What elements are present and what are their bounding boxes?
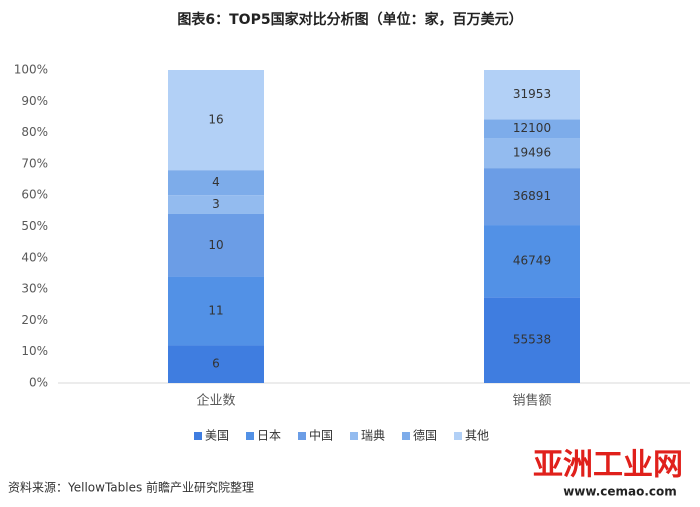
data-label: 16 — [208, 113, 223, 127]
data-label: 36891 — [513, 189, 551, 203]
data-label: 6 — [212, 357, 220, 371]
bar-segment — [484, 168, 580, 226]
logo: 亚洲工业网 — [533, 448, 683, 483]
bar-segment — [168, 170, 264, 196]
bar-segment — [168, 345, 264, 383]
y-tick-label: 50% — [21, 219, 48, 233]
legend-swatch — [246, 432, 254, 440]
source: 资料来源：YellowTables 前瞻产业研究院整理 — [8, 480, 254, 495]
bar-segment — [168, 195, 264, 214]
y-tick-label: 70% — [21, 156, 48, 170]
legend-label: 德国 — [413, 428, 437, 443]
legend-label: 中国 — [309, 428, 333, 443]
legend-label: 瑞典 — [361, 429, 385, 443]
legend-swatch — [194, 432, 202, 440]
legend-label: 其他 — [465, 429, 489, 443]
legend-swatch — [454, 432, 462, 440]
y-tick-label: 80% — [21, 125, 48, 139]
bar-segment — [484, 225, 580, 298]
data-label: 19496 — [513, 146, 551, 160]
data-label: 4 — [212, 175, 220, 189]
data-label: 10 — [208, 238, 223, 252]
y-tick-label: 100% — [14, 63, 48, 77]
data-label: 46749 — [513, 254, 551, 268]
bar-segment — [484, 119, 580, 139]
bar-segment — [484, 138, 580, 169]
legend-swatch — [350, 432, 358, 440]
bar-segment — [168, 213, 264, 277]
bar-segment — [168, 276, 264, 346]
legend-label: 日本 — [257, 429, 281, 443]
y-tick-label: 30% — [21, 282, 48, 296]
y-tick-label: 10% — [21, 344, 48, 358]
bar-segment — [484, 70, 580, 120]
x-tick-label: 销售额 — [512, 393, 551, 409]
data-label: 12100 — [513, 121, 551, 135]
data-label: 11 — [208, 304, 223, 318]
bar-segment — [484, 297, 580, 383]
logo-url: www.cemao.com — [563, 485, 677, 499]
y-tick-label: 20% — [21, 313, 48, 327]
data-label: 3 — [212, 197, 220, 211]
legend-label: 美国 — [205, 429, 229, 443]
legend-swatch — [402, 432, 410, 440]
y-tick-label: 0% — [29, 376, 48, 390]
data-label: 55538 — [513, 333, 551, 347]
bar-segment — [168, 70, 264, 171]
x-tick-label: 企业数 — [196, 393, 235, 409]
legend-swatch — [298, 432, 306, 440]
y-tick-label: 90% — [21, 94, 48, 108]
chart-title: 图表6：TOP5国家对比分析图（单位：家，百万美元） — [177, 11, 522, 28]
data-label: 31953 — [513, 87, 551, 101]
y-tick-label: 60% — [21, 188, 48, 202]
y-tick-label: 40% — [21, 250, 48, 264]
